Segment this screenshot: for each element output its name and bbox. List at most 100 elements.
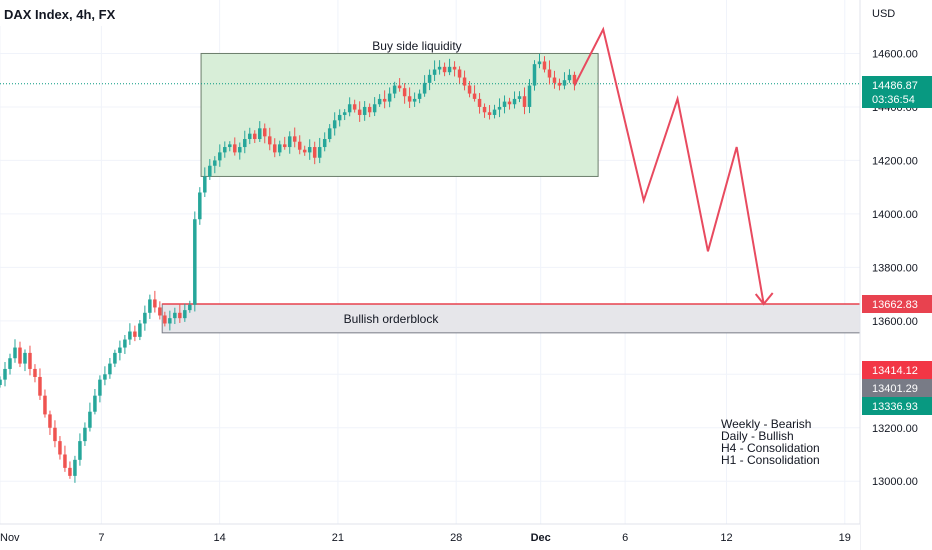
price-tick-label: 14200.00 <box>872 155 918 167</box>
candle-body <box>138 323 142 337</box>
bias-note-h4: H4 - Consolidation <box>721 441 820 455</box>
time-tick-label: 6 <box>622 532 628 544</box>
candle-body <box>113 352 117 364</box>
candle-body <box>492 109 497 115</box>
time-tick-label: 28 <box>450 532 462 544</box>
candle-body <box>532 64 537 86</box>
candle-body <box>547 69 552 78</box>
candle-body <box>292 136 297 142</box>
candle-body <box>208 165 212 177</box>
candle-body <box>123 339 127 348</box>
candle-body <box>402 88 407 97</box>
level-a-label: 13414.12 <box>872 365 918 377</box>
candle-body <box>387 93 392 102</box>
time-tick-label: 12 <box>720 532 732 544</box>
candle-body <box>98 379 102 396</box>
candle-body <box>83 427 87 442</box>
candle-body <box>263 128 267 137</box>
candle-body <box>213 160 217 166</box>
time-tick-label: 21 <box>332 532 344 544</box>
candle-body <box>427 74 432 83</box>
candle-body <box>517 96 522 99</box>
candle-body <box>143 312 147 324</box>
candle-body <box>0 379 2 385</box>
candle-body <box>43 395 47 415</box>
candle-body <box>248 133 252 140</box>
candle-body <box>327 128 332 140</box>
candle-body <box>572 74 577 84</box>
projection-arrowhead <box>754 292 774 306</box>
bullish-orderblock-zone <box>161 303 861 334</box>
candle-body <box>23 352 27 364</box>
candle-body <box>133 331 137 337</box>
candle-body <box>342 112 347 115</box>
price-tick-label: 13600.00 <box>872 316 918 328</box>
candle-body <box>447 66 452 73</box>
candle-body <box>188 304 192 311</box>
candle-body <box>128 331 132 340</box>
candle-body <box>158 307 162 316</box>
candle-body <box>38 376 42 396</box>
candle-body <box>148 299 152 313</box>
candle-body <box>507 101 512 105</box>
candle-body <box>297 141 302 150</box>
buy-side-liquidity-label: Buy side liquidity <box>372 39 461 53</box>
candle-body <box>562 80 567 86</box>
level-c-label: 13336.93 <box>872 401 918 413</box>
price-axis-unit: USD <box>872 8 895 20</box>
level-c-label-box <box>862 397 932 415</box>
price-tick-label: 13000.00 <box>872 476 918 488</box>
candle-body <box>58 441 62 455</box>
candle-body <box>287 136 292 148</box>
level-a-label-box <box>862 361 932 379</box>
candle-body <box>8 358 12 369</box>
candle-body <box>173 312 177 319</box>
current-price-label: 14486.87 <box>872 80 918 92</box>
time-tick-label: 19 <box>839 532 851 544</box>
time-axis-panel[interactable] <box>0 524 860 550</box>
candle-body <box>487 112 492 115</box>
candle-body <box>397 85 402 89</box>
time-tick-label: Nov <box>0 532 20 544</box>
candle-body <box>497 106 502 110</box>
arrowhead-stroke <box>754 292 774 306</box>
candle-body <box>467 85 472 94</box>
candle-body <box>272 144 277 153</box>
candle-body <box>437 66 442 70</box>
candle-body <box>457 69 462 78</box>
candle-body <box>352 104 357 110</box>
title-backdrop <box>0 0 140 26</box>
candle-body <box>347 104 352 113</box>
candle-body <box>93 395 97 412</box>
bar-countdown-label: 03:36:54 <box>872 94 915 106</box>
candle-body <box>33 368 37 377</box>
candle-body <box>357 109 362 115</box>
candle-body <box>193 219 197 305</box>
candle-body <box>68 467 72 476</box>
candle-body <box>522 96 527 107</box>
candle-body <box>382 98 387 102</box>
candle-body <box>73 459 77 476</box>
price-tick-label: 14000.00 <box>872 209 918 221</box>
candle-body <box>452 66 457 70</box>
candle-body <box>168 318 172 324</box>
bias-note-weekly: Weekly - Bearish <box>721 417 811 431</box>
candle-body <box>317 147 322 158</box>
candle-body <box>88 411 92 428</box>
candle-body <box>337 114 342 121</box>
candle-body <box>322 139 327 148</box>
candle-body <box>512 98 517 105</box>
candle-body <box>183 310 187 319</box>
candle-body <box>372 104 377 113</box>
level-b-label-box <box>862 379 932 397</box>
candle-body <box>362 106 367 115</box>
current-price-label-box <box>862 76 932 108</box>
candle-body <box>502 101 507 107</box>
candle-body <box>442 66 447 73</box>
candle-body <box>198 192 202 220</box>
candle-body <box>567 74 572 81</box>
time-axis-ticks: Nov 7 14 21 28 Dec 6 12 19 <box>0 532 851 544</box>
candle-body <box>407 96 412 102</box>
candle-body <box>477 98 482 107</box>
